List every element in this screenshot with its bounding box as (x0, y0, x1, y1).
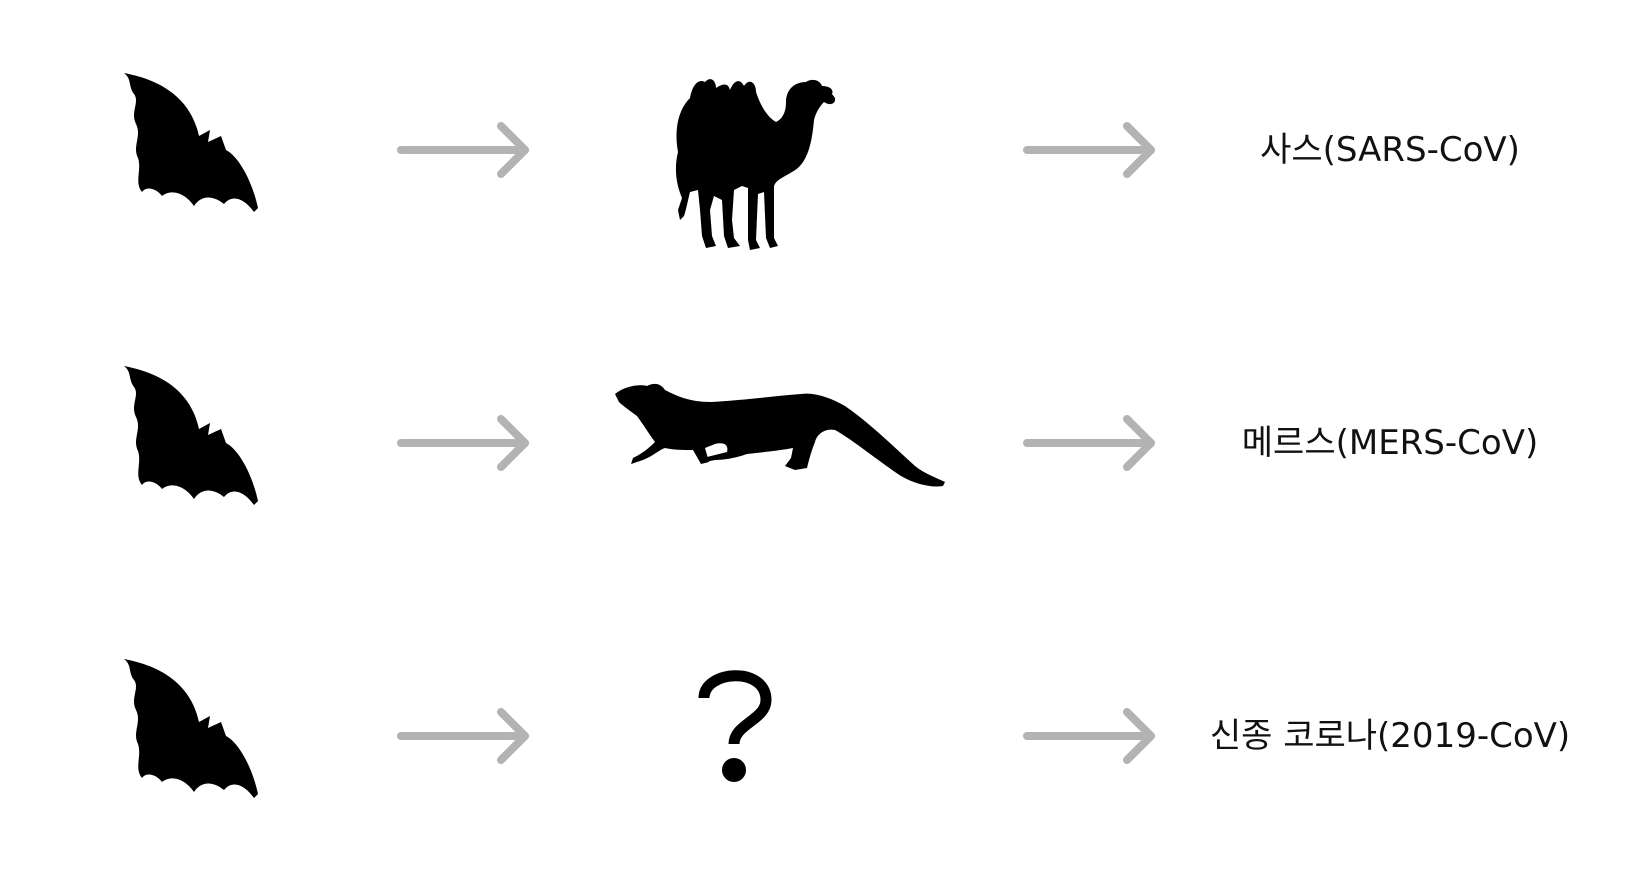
bat-icon (118, 363, 278, 523)
arrow-icon (395, 120, 535, 180)
bat-icon (118, 656, 278, 816)
arrow-icon (395, 706, 535, 766)
transmission-row-mers: 메르스(MERS-CoV) (0, 323, 1631, 563)
arrow-icon (1021, 706, 1161, 766)
camel-icon (675, 79, 836, 250)
arrow-icon (395, 413, 535, 473)
disease-label-mers: 메르스(MERS-CoV) (1241, 423, 1539, 463)
civet-icon (615, 383, 945, 487)
bat-icon (118, 70, 278, 230)
arrow-icon (1021, 120, 1161, 180)
disease-label-2019-cov: 신종 코로나(2019-CoV) (1209, 716, 1571, 756)
disease-label-sars: 사스(SARS-CoV) (1260, 130, 1520, 170)
arrow-icon (1021, 413, 1161, 473)
question-mark-icon (698, 670, 772, 782)
transmission-row-sars: 사스(SARS-CoV) (0, 30, 1631, 270)
transmission-row-2019-cov: 신종 코로나(2019-CoV) (0, 616, 1631, 856)
